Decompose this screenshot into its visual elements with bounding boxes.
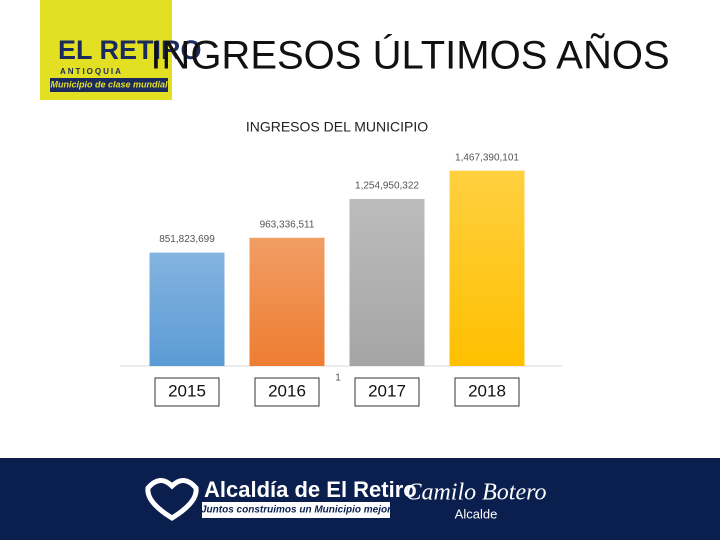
footer-brand: Alcaldía de El Retiro	[204, 477, 417, 502]
bar	[149, 252, 225, 366]
annotation: 1	[335, 373, 341, 384]
value-label: 851,823,699	[159, 234, 215, 245]
logo-slogan-band	[50, 78, 168, 92]
bar	[349, 198, 425, 366]
bar	[249, 237, 325, 366]
page-title: INGRESOS ÚLTIMOS AÑOS	[150, 33, 669, 78]
footer-tagline: Juntos construimos un Municipio mejor	[201, 505, 392, 516]
x-tick-label: 2017	[368, 381, 406, 400]
tagline-band	[202, 502, 390, 518]
category-box	[154, 377, 220, 407]
footer-band	[0, 458, 720, 540]
x-tick-label: 2018	[468, 381, 506, 400]
chart-title: INGRESOS DEL MUNICIPIO	[246, 119, 428, 135]
value-label: 1,254,950,322	[355, 181, 419, 192]
footer-signature: Camilo Botero	[405, 480, 546, 506]
category-box	[254, 377, 320, 407]
logo-region: ANTIOQUIA	[60, 67, 123, 76]
bar	[449, 170, 525, 366]
value-label: 1,467,390,101	[455, 152, 519, 163]
heart-icon	[145, 478, 199, 521]
footer-role: Alcalde	[455, 506, 498, 521]
logo-slogan: Municipio de clase mundial	[50, 79, 168, 89]
category-box	[354, 377, 420, 407]
x-tick-label: 2015	[168, 381, 206, 400]
x-tick-label: 2016	[268, 381, 306, 400]
category-box	[454, 377, 520, 407]
value-label: 963,336,511	[260, 219, 315, 230]
logo-name: EL RETIRO	[58, 35, 202, 65]
